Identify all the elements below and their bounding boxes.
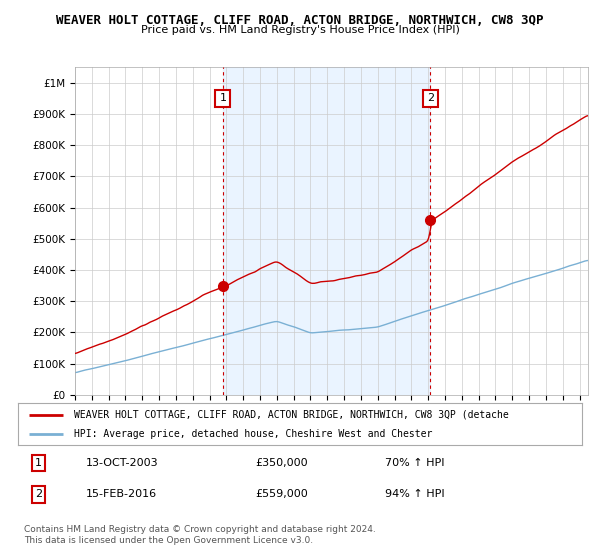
Text: 2: 2: [35, 489, 42, 500]
Text: WEAVER HOLT COTTAGE, CLIFF ROAD, ACTON BRIDGE, NORTHWICH, CW8 3QP: WEAVER HOLT COTTAGE, CLIFF ROAD, ACTON B…: [56, 14, 544, 27]
Text: Price paid vs. HM Land Registry's House Price Index (HPI): Price paid vs. HM Land Registry's House …: [140, 25, 460, 35]
Text: 15-FEB-2016: 15-FEB-2016: [86, 489, 157, 500]
Text: Contains HM Land Registry data © Crown copyright and database right 2024.
This d: Contains HM Land Registry data © Crown c…: [24, 525, 376, 545]
Text: 94% ↑ HPI: 94% ↑ HPI: [385, 489, 444, 500]
Bar: [223, 67, 430, 395]
Text: 1: 1: [35, 458, 42, 468]
Text: 1: 1: [220, 94, 226, 104]
Text: 70% ↑ HPI: 70% ↑ HPI: [385, 458, 444, 468]
Text: WEAVER HOLT COTTAGE, CLIFF ROAD, ACTON BRIDGE, NORTHWICH, CW8 3QP (detache: WEAVER HOLT COTTAGE, CLIFF ROAD, ACTON B…: [74, 409, 509, 419]
Text: £350,000: £350,000: [255, 458, 308, 468]
Text: £559,000: £559,000: [255, 489, 308, 500]
Text: 2: 2: [427, 94, 434, 104]
Text: HPI: Average price, detached house, Cheshire West and Chester: HPI: Average price, detached house, Ches…: [74, 429, 433, 439]
Text: 13-OCT-2003: 13-OCT-2003: [86, 458, 158, 468]
